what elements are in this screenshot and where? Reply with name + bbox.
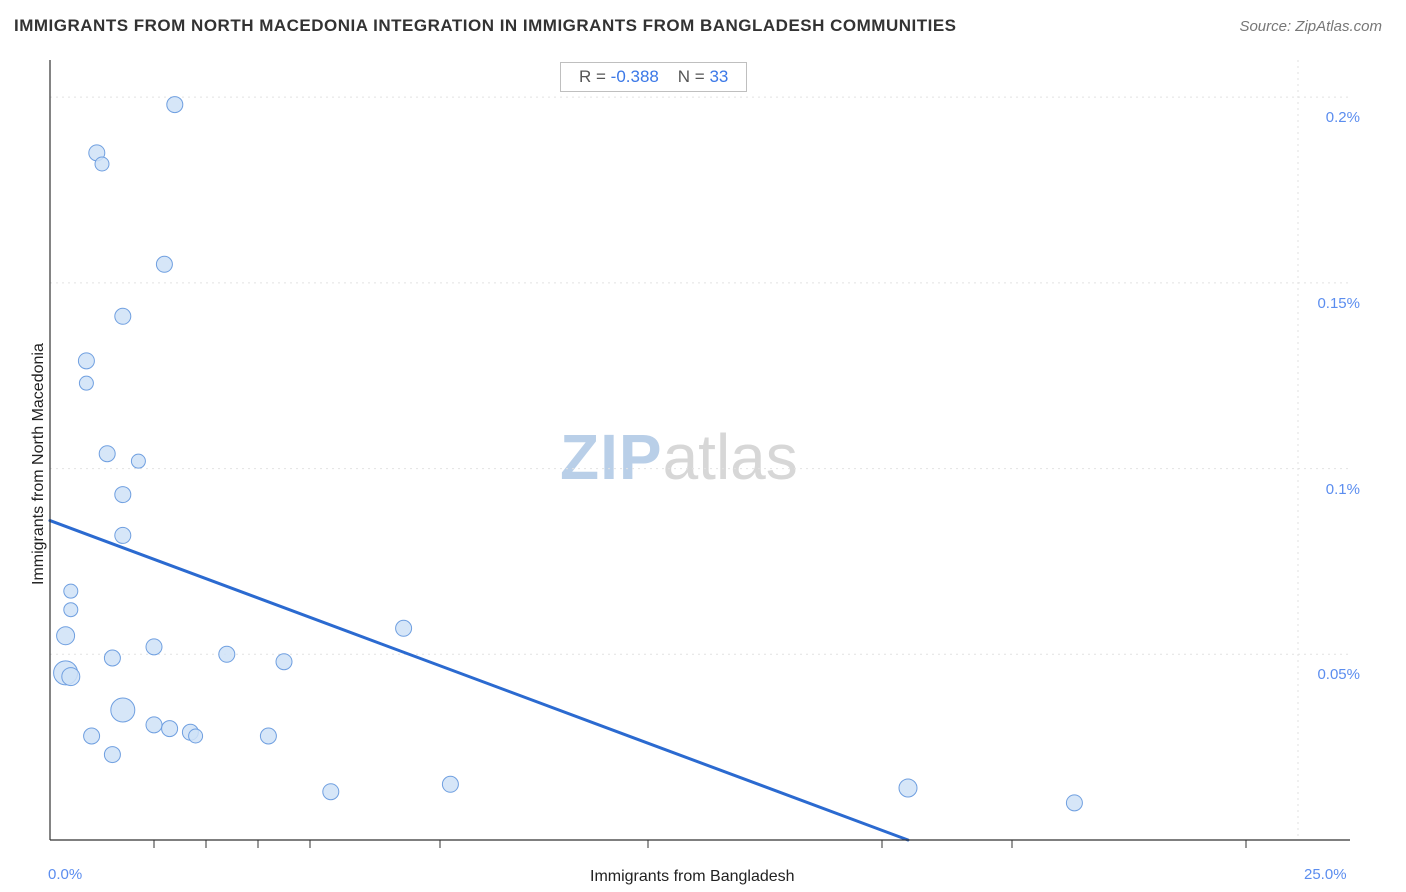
chart-title: IMMIGRANTS FROM NORTH MACEDONIA INTEGRAT… xyxy=(14,16,957,36)
chart-svg xyxy=(50,60,1350,840)
scatter-point xyxy=(189,729,203,743)
scatter-point xyxy=(64,584,78,598)
scatter-point xyxy=(167,97,183,113)
scatter-point xyxy=(115,308,131,324)
scatter-point xyxy=(78,353,94,369)
scatter-point xyxy=(84,728,100,744)
scatter-point xyxy=(323,784,339,800)
x-axis-label: Immigrants from Bangladesh xyxy=(590,868,795,886)
scatter-point xyxy=(162,721,178,737)
scatter-point xyxy=(899,779,917,797)
scatter-point xyxy=(1066,795,1082,811)
scatter-point xyxy=(62,668,80,686)
scatter-point xyxy=(156,256,172,272)
y-tick-label: 0.15% xyxy=(1310,295,1360,312)
scatter-point xyxy=(146,717,162,733)
y-axis-label: Immigrants from North Macedonia xyxy=(30,343,48,585)
scatter-point xyxy=(396,620,412,636)
scatter-point xyxy=(131,454,145,468)
source-attribution: Source: ZipAtlas.com xyxy=(1239,18,1382,35)
scatter-point xyxy=(79,376,93,390)
y-tick-label: 0.1% xyxy=(1310,481,1360,498)
x-tick-label: 0.0% xyxy=(48,866,82,883)
scatter-point xyxy=(115,527,131,543)
scatter-point xyxy=(442,776,458,792)
scatter-point xyxy=(104,747,120,763)
scatter-point xyxy=(64,603,78,617)
plot-area xyxy=(50,60,1350,840)
scatter-point xyxy=(99,446,115,462)
scatter-point xyxy=(115,487,131,503)
scatter-point xyxy=(104,650,120,666)
y-tick-label: 0.2% xyxy=(1310,109,1360,126)
y-tick-label: 0.05% xyxy=(1310,666,1360,683)
scatter-point xyxy=(219,646,235,662)
chart-container: IMMIGRANTS FROM NORTH MACEDONIA INTEGRAT… xyxy=(0,0,1406,892)
scatter-point xyxy=(111,698,135,722)
scatter-point xyxy=(95,157,109,171)
scatter-point xyxy=(260,728,276,744)
scatter-point xyxy=(146,639,162,655)
scatter-point xyxy=(57,627,75,645)
x-tick-label: 25.0% xyxy=(1304,866,1347,883)
scatter-point xyxy=(276,654,292,670)
